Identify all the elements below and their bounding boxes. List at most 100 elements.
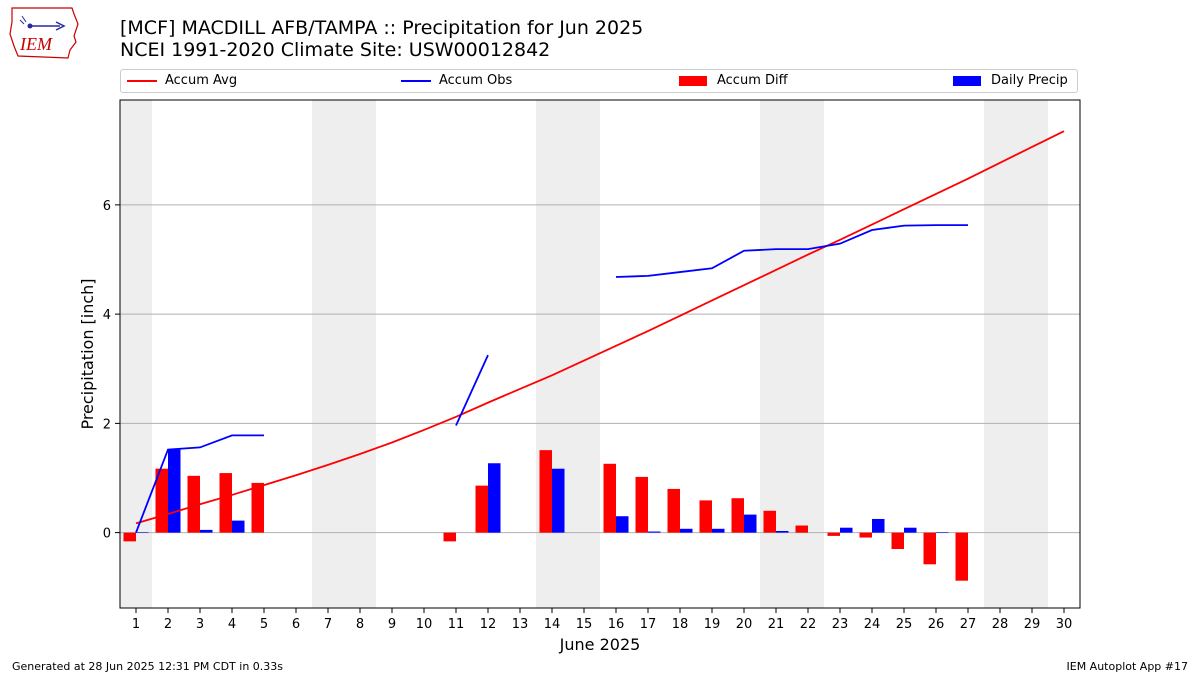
line-accum-obs — [455, 354, 489, 426]
x-axis-label: June 2025 — [559, 635, 641, 654]
line-accum-obs — [615, 224, 968, 278]
x-tick-label: 21 — [768, 617, 785, 632]
bar-daily-precip — [168, 449, 181, 533]
bar-accum-diff — [539, 450, 552, 533]
legend: Accum Avg Accum Obs Accum Diff Daily Pre… — [120, 69, 1078, 93]
x-tick-label: 3 — [196, 617, 204, 632]
bar-daily-precip — [744, 514, 757, 533]
bar-daily-precip — [712, 528, 725, 533]
bar-daily-precip — [680, 528, 693, 533]
bar-accum-diff — [443, 532, 456, 542]
x-tick-label: 12 — [480, 617, 497, 632]
line-accum-avg — [135, 130, 1065, 525]
bar-daily-precip — [648, 531, 661, 533]
x-tick-label: 26 — [928, 617, 945, 632]
bar-accum-diff — [635, 476, 648, 533]
title-line-1: [MCF] MACDILL AFB/TAMPA :: Precipitation… — [120, 17, 644, 39]
bar-daily-precip — [840, 527, 853, 533]
title-line-2: NCEI 1991-2020 Climate Site: USW00012842 — [120, 39, 551, 61]
x-tick-label: 18 — [672, 617, 689, 632]
x-tick-label: 8 — [356, 617, 364, 632]
x-tick-label: 25 — [896, 617, 913, 632]
x-tick-label: 17 — [640, 617, 657, 632]
bar-daily-precip — [776, 530, 789, 533]
y-tick-label: 4 — [103, 308, 111, 323]
bar-daily-precip — [872, 518, 885, 533]
bar-daily-precip — [232, 520, 245, 533]
bar-daily-precip — [904, 527, 917, 533]
legend-item-daily-precip: Daily Precip — [953, 73, 1068, 89]
iem-logo: IEM — [9, 7, 79, 59]
bar-accum-diff — [955, 532, 968, 581]
x-tick-label: 1 — [132, 617, 140, 632]
x-tick-label: 19 — [704, 617, 721, 632]
legend-label-obs: Accum Obs — [439, 73, 513, 88]
legend-swatch-avg — [127, 80, 157, 82]
bar-accum-diff — [667, 488, 680, 533]
x-tick-label: 6 — [292, 617, 300, 632]
iem-iowa-logo-icon — [9, 7, 79, 59]
weekend-band — [312, 100, 376, 608]
svg-text:IEM: IEM — [19, 34, 53, 54]
bar-daily-precip — [200, 529, 213, 533]
x-tick-label: 14 — [544, 617, 561, 632]
y-axis-label: Precipitation [inch] — [78, 278, 97, 429]
x-tick-label: 7 — [324, 617, 332, 632]
chart-title: [MCF] MACDILL AFB/TAMPA :: Precipitation… — [120, 17, 643, 61]
x-tick-label: 28 — [992, 617, 1009, 632]
line-accum-obs — [135, 434, 264, 533]
x-tick-label: 10 — [416, 617, 433, 632]
footer-app: IEM Autoplot App #17 — [1066, 660, 1189, 673]
legend-label-diff: Accum Diff — [717, 73, 788, 88]
bar-accum-diff — [859, 532, 872, 538]
x-tick-label: 2 — [164, 617, 172, 632]
bar-daily-precip — [616, 516, 629, 533]
legend-label-avg: Accum Avg — [165, 73, 238, 88]
bar-accum-diff — [699, 500, 712, 533]
plot-frame — [119, 99, 1081, 609]
x-tick-label: 15 — [576, 617, 593, 632]
x-tick-label: 11 — [448, 617, 465, 632]
legend-item-accum-diff: Accum Diff — [679, 73, 788, 89]
x-tick-label: 23 — [832, 617, 849, 632]
x-tick-label: 5 — [260, 617, 268, 632]
legend-swatch-obs — [401, 80, 431, 82]
x-tick-label: 22 — [800, 617, 817, 632]
legend-swatch-daily — [953, 76, 981, 86]
bar-accum-diff — [219, 473, 232, 533]
bar-daily-precip — [936, 532, 949, 533]
x-tick-label: 4 — [228, 617, 236, 632]
bar-accum-diff — [891, 532, 904, 550]
legend-label-daily: Daily Precip — [991, 73, 1068, 88]
bar-accum-diff — [475, 485, 488, 533]
y-tick-label: 6 — [103, 199, 111, 214]
bar-daily-precip — [488, 463, 501, 533]
bar-accum-diff — [251, 482, 264, 533]
footer-generated: Generated at 28 Jun 2025 12:31 PM CDT in… — [12, 660, 284, 673]
legend-item-accum-obs: Accum Obs — [401, 73, 512, 89]
bar-accum-diff — [603, 463, 616, 533]
bar-daily-precip — [136, 532, 149, 533]
bar-accum-diff — [795, 525, 808, 533]
bar-accum-diff — [827, 532, 840, 536]
x-tick-label: 24 — [864, 617, 881, 632]
bar-accum-diff — [123, 532, 136, 542]
bar-accum-diff — [731, 498, 744, 533]
legend-swatch-diff — [679, 76, 707, 86]
bar-daily-precip — [552, 468, 565, 533]
y-tick-label: 0 — [103, 527, 111, 542]
x-tick-label: 27 — [960, 617, 977, 632]
x-tick-label: 29 — [1024, 617, 1041, 632]
bar-accum-diff — [923, 532, 936, 565]
x-tick-label: 9 — [388, 617, 396, 632]
legend-item-accum-avg: Accum Avg — [127, 73, 237, 89]
y-tick-label: 2 — [103, 417, 111, 432]
x-tick-label: 13 — [512, 617, 529, 632]
x-tick-label: 30 — [1056, 617, 1073, 632]
bar-accum-diff — [763, 510, 776, 533]
bar-accum-diff — [187, 475, 200, 533]
x-tick-label: 16 — [608, 617, 625, 632]
x-tick-label: 20 — [736, 617, 753, 632]
weekend-band — [984, 100, 1048, 608]
